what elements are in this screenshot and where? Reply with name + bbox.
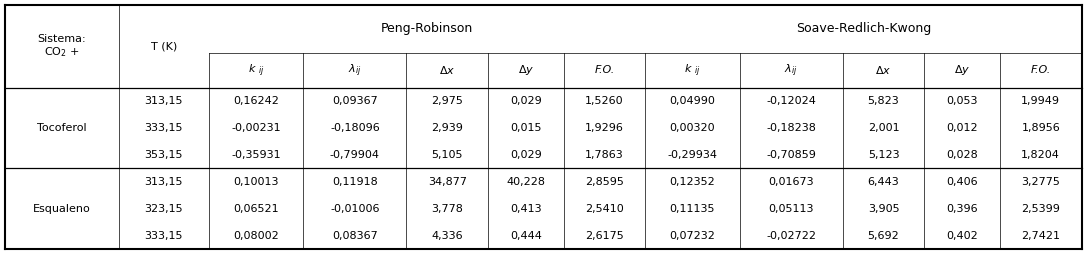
Text: -0,29934: -0,29934 (667, 150, 717, 160)
Text: 0,402: 0,402 (947, 231, 978, 241)
Text: $\lambda_{ij}$: $\lambda_{ij}$ (348, 62, 362, 78)
Text: 0,07232: 0,07232 (670, 231, 715, 241)
Text: 0,015: 0,015 (510, 123, 541, 133)
Text: $\lambda_{ij}$: $\lambda_{ij}$ (785, 62, 798, 78)
Text: 0,029: 0,029 (510, 97, 541, 106)
Text: 2,8595: 2,8595 (585, 177, 624, 187)
Text: 1,5260: 1,5260 (585, 97, 624, 106)
Text: 0,04990: 0,04990 (670, 97, 715, 106)
Text: 0,396: 0,396 (947, 204, 978, 214)
Text: -0,12024: -0,12024 (766, 97, 816, 106)
Text: Peng-Robinson: Peng-Robinson (382, 22, 473, 35)
Text: 2,6175: 2,6175 (585, 231, 624, 241)
Text: -0,79904: -0,79904 (330, 150, 380, 160)
Text: 0,12352: 0,12352 (670, 177, 715, 187)
Text: -0,70859: -0,70859 (766, 150, 816, 160)
Text: 2,939: 2,939 (432, 123, 463, 133)
Text: -0,01006: -0,01006 (330, 204, 379, 214)
Text: $k$ $_{ij}$: $k$ $_{ij}$ (685, 62, 701, 78)
Text: $\Delta y$: $\Delta y$ (954, 63, 971, 77)
Text: 3,905: 3,905 (867, 204, 899, 214)
Text: $\Delta x$: $\Delta x$ (439, 64, 455, 76)
Text: Soave-Redlich-Kwong: Soave-Redlich-Kwong (796, 22, 932, 35)
Text: 0,406: 0,406 (947, 177, 978, 187)
Text: 313,15: 313,15 (145, 177, 183, 187)
Text: 4,336: 4,336 (432, 231, 463, 241)
Text: 0,08002: 0,08002 (234, 231, 279, 241)
Text: 0,01673: 0,01673 (769, 177, 814, 187)
Text: F.O.: F.O. (595, 65, 614, 75)
Text: 1,8956: 1,8956 (1022, 123, 1060, 133)
Text: 34,877: 34,877 (428, 177, 466, 187)
Text: 0,444: 0,444 (510, 231, 541, 241)
Text: 0,053: 0,053 (947, 97, 978, 106)
Text: $k$ $_{ij}$: $k$ $_{ij}$ (248, 62, 264, 78)
Text: 0,05113: 0,05113 (769, 204, 814, 214)
Text: 0,11918: 0,11918 (332, 177, 378, 187)
Text: 0,00320: 0,00320 (670, 123, 715, 133)
Text: 1,9296: 1,9296 (585, 123, 624, 133)
Text: 0,029: 0,029 (510, 150, 541, 160)
Text: 0,16242: 0,16242 (234, 97, 279, 106)
Text: 333,15: 333,15 (145, 231, 183, 241)
Text: 40,228: 40,228 (507, 177, 546, 187)
Text: 5,823: 5,823 (867, 97, 899, 106)
Text: 0,413: 0,413 (510, 204, 541, 214)
Text: 0,11135: 0,11135 (670, 204, 715, 214)
Text: $\Delta y$: $\Delta y$ (517, 63, 534, 77)
Text: -0,00231: -0,00231 (232, 123, 282, 133)
Text: T (K): T (K) (151, 42, 177, 52)
Text: -0,18238: -0,18238 (766, 123, 816, 133)
Text: 0,10013: 0,10013 (234, 177, 279, 187)
Text: Esqualeno: Esqualeno (33, 204, 91, 214)
Text: 2,7421: 2,7421 (1021, 231, 1060, 241)
Text: 3,778: 3,778 (432, 204, 463, 214)
Text: -0,02722: -0,02722 (766, 231, 816, 241)
Text: 353,15: 353,15 (145, 150, 183, 160)
Text: 0,06521: 0,06521 (234, 204, 279, 214)
Text: F.O.: F.O. (1030, 65, 1051, 75)
Text: Sistema:
CO$_2$ +: Sistema: CO$_2$ + (38, 34, 86, 59)
Text: 333,15: 333,15 (145, 123, 183, 133)
Text: 0,012: 0,012 (947, 123, 978, 133)
Text: 1,7863: 1,7863 (585, 150, 624, 160)
Text: 323,15: 323,15 (145, 204, 183, 214)
Text: 2,5399: 2,5399 (1022, 204, 1060, 214)
Text: 1,8204: 1,8204 (1022, 150, 1060, 160)
Text: 1,9949: 1,9949 (1021, 97, 1060, 106)
Text: 5,123: 5,123 (867, 150, 899, 160)
Text: $\Delta x$: $\Delta x$ (875, 64, 891, 76)
Text: 0,028: 0,028 (947, 150, 978, 160)
Text: 0,08367: 0,08367 (332, 231, 378, 241)
Text: 2,975: 2,975 (432, 97, 463, 106)
Text: 6,443: 6,443 (867, 177, 899, 187)
Text: 3,2775: 3,2775 (1022, 177, 1060, 187)
Text: 5,105: 5,105 (432, 150, 463, 160)
Text: 0,09367: 0,09367 (332, 97, 378, 106)
Text: 2,001: 2,001 (867, 123, 899, 133)
Text: Tocoferol: Tocoferol (37, 123, 87, 133)
Text: -0,18096: -0,18096 (330, 123, 379, 133)
Text: 5,692: 5,692 (867, 231, 899, 241)
Text: 313,15: 313,15 (145, 97, 183, 106)
Text: -0,35931: -0,35931 (232, 150, 282, 160)
Text: 2,5410: 2,5410 (585, 204, 624, 214)
